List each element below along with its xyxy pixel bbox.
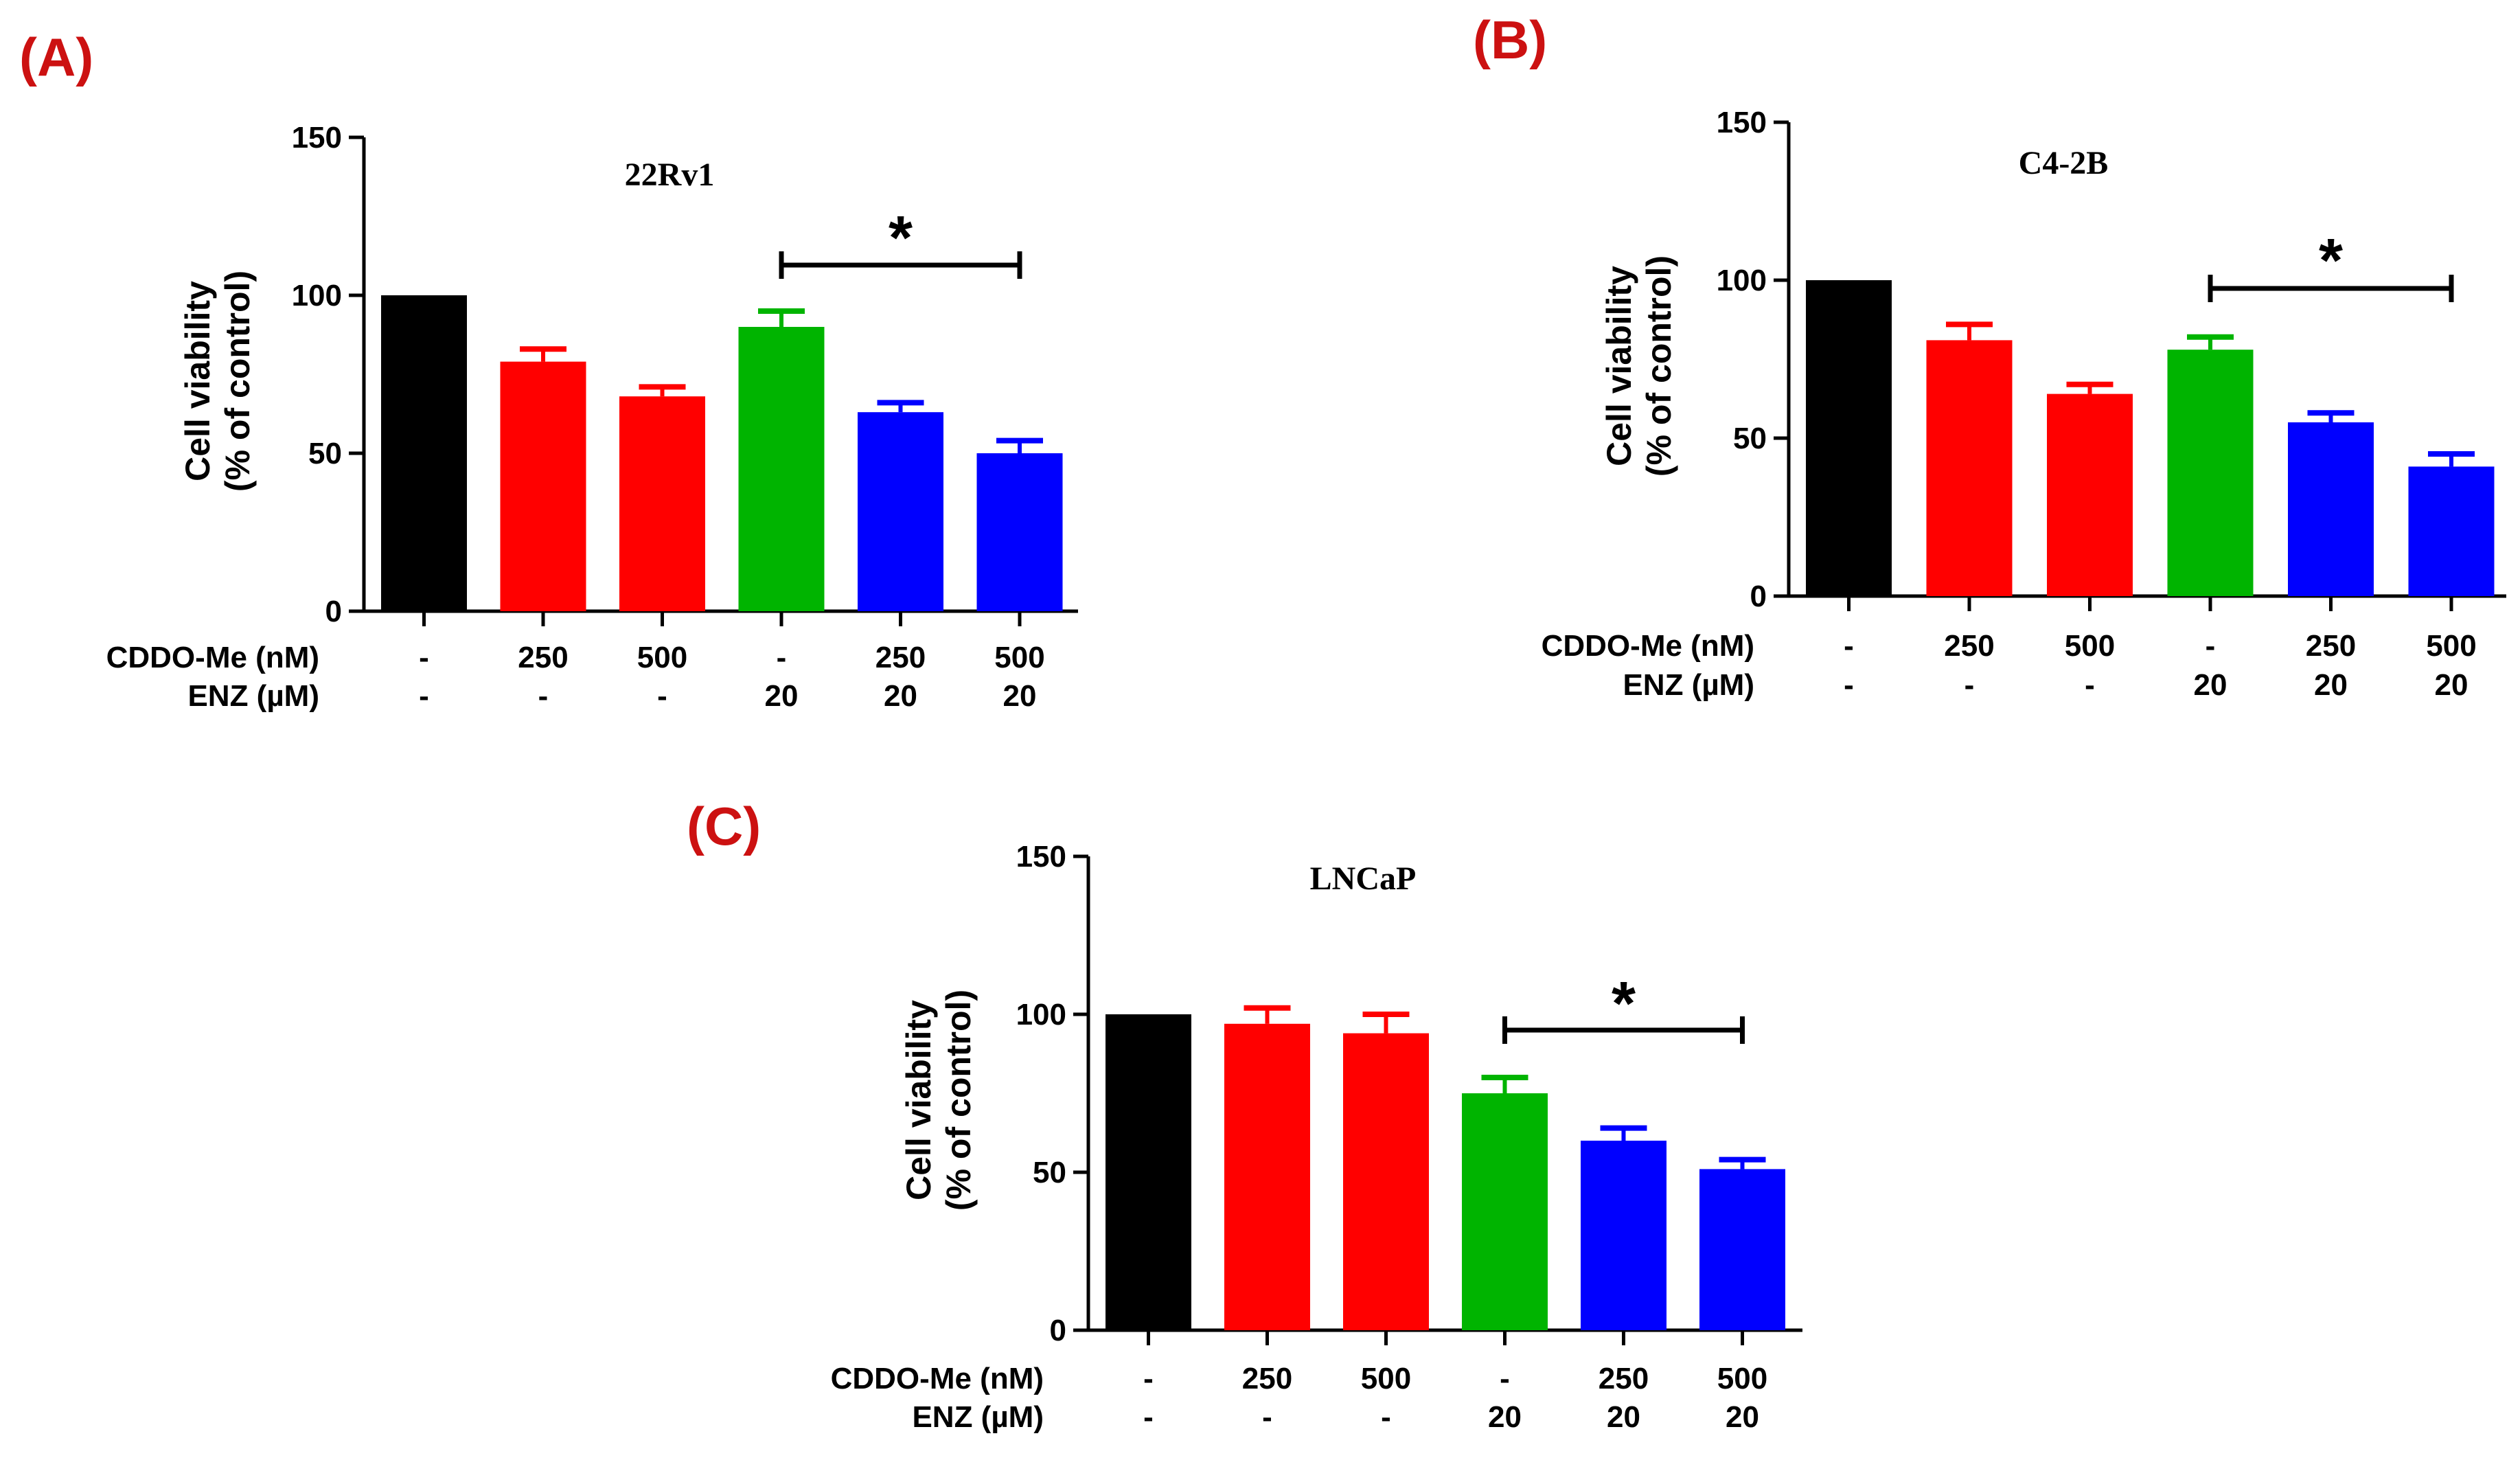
y-axis-label-line1: Cell viability: [179, 281, 217, 481]
bar: [976, 453, 1063, 611]
cddo-value: 500: [2426, 629, 2476, 663]
y-tick-label: 150: [292, 121, 342, 155]
enz-value: 20: [2314, 668, 2348, 702]
y-tick-label: 100: [292, 279, 342, 312]
y-axis-label: Cell viability (% of control): [179, 271, 257, 492]
enz-value: 20: [1726, 1400, 1759, 1434]
y-axis-label-line2: (% of control): [1640, 255, 1678, 477]
y-axis-label-line1: Cell viability: [1600, 266, 1638, 466]
bar: [2408, 466, 2495, 596]
cddo-value: 250: [1944, 629, 1994, 663]
chart-panel-a: (A) 22Rv1 0 50 100 150 Cell viability (% of con…: [19, 27, 1078, 713]
enz-value: 20: [1003, 679, 1037, 713]
bar: [1926, 340, 2013, 596]
y-axis-label-line2: (% of control): [939, 990, 978, 1211]
chart-panel-b: (B) C4-2B 0 50 100 150 Cell viability (% of con…: [1473, 10, 2506, 702]
enz-value: 20: [765, 679, 799, 713]
enz-value: -: [1965, 668, 1975, 702]
enz-value: -: [1262, 1400, 1272, 1434]
bar: [2047, 393, 2133, 596]
cddo-value: 500: [994, 641, 1044, 674]
bar: [1462, 1093, 1548, 1330]
bar: [619, 396, 705, 611]
y-tick-label: 150: [1016, 840, 1066, 874]
enz-value: 20: [884, 679, 917, 713]
y-tick-label: 50: [1033, 1156, 1066, 1189]
panel-letter: (C): [687, 796, 761, 856]
panel-letter: (A): [19, 27, 93, 87]
bar: [1106, 1014, 1191, 1330]
enz-value: -: [1844, 668, 1854, 702]
y-tick-label: 0: [1750, 580, 1767, 613]
cddo-value: -: [777, 641, 787, 674]
cddo-value: 250: [2306, 629, 2356, 663]
enz-value: -: [657, 679, 667, 713]
bar: [2288, 422, 2374, 596]
bar: [1699, 1169, 1785, 1330]
y-tick-label: 0: [325, 595, 342, 628]
y-axis-label-line2: (% of control): [218, 271, 257, 492]
y-axis-label-line1: Cell viability: [900, 1000, 938, 1200]
enz-row-label: ENZ (µM): [912, 1400, 1044, 1434]
cddo-row-label: CDDO-Me (nM): [1542, 629, 1754, 663]
cddo-value: 250: [1242, 1362, 1292, 1395]
y-tick-label: 100: [1016, 998, 1066, 1031]
enz-value: -: [419, 679, 429, 713]
y-tick-label: 50: [1733, 422, 1767, 455]
cddo-value: 500: [2065, 629, 2115, 663]
enz-value: 20: [2435, 668, 2469, 702]
bar: [738, 327, 825, 611]
cddo-value: -: [2206, 629, 2216, 663]
cddo-value: 500: [1717, 1362, 1767, 1395]
significance-star: *: [889, 204, 913, 273]
bar: [1224, 1023, 1310, 1330]
chart-title: LNCaP: [1310, 860, 1417, 897]
enz-value: -: [1381, 1400, 1391, 1434]
enz-value: -: [538, 679, 549, 713]
enz-value: -: [1143, 1400, 1154, 1434]
cddo-value: 250: [1599, 1362, 1649, 1395]
chart-title: C4-2B: [2019, 145, 2109, 181]
enz-row-label: ENZ (µM): [1623, 668, 1754, 702]
enz-value: -: [2085, 668, 2095, 702]
significance-star: *: [1612, 970, 1636, 1038]
cddo-value: -: [419, 641, 429, 674]
bar: [858, 412, 943, 611]
y-tick-label: 0: [1050, 1314, 1066, 1347]
cddo-value: -: [1500, 1362, 1510, 1395]
chart-panel-c: (C) LNCaP 0 50 100 150 Cell viability (% of con…: [687, 796, 1802, 1434]
y-axis-label: Cell viability (% of control): [900, 990, 978, 1211]
cddo-value: 500: [637, 641, 687, 674]
cddo-value: 250: [518, 641, 568, 674]
cddo-value: -: [1844, 629, 1854, 663]
cddo-value: 500: [1361, 1362, 1411, 1395]
bar: [1343, 1033, 1429, 1330]
y-tick-label: 150: [1717, 106, 1767, 139]
y-tick-label: 50: [308, 437, 342, 470]
enz-row-label: ENZ (µM): [187, 679, 319, 713]
enz-value: 20: [2194, 668, 2227, 702]
panel-letter: (B): [1473, 10, 1547, 70]
enz-value: 20: [1488, 1400, 1522, 1434]
cddo-row-label: CDDO-Me (nM): [106, 641, 319, 674]
cddo-value: -: [1143, 1362, 1154, 1395]
y-tick-label: 100: [1717, 264, 1767, 297]
cddo-row-label: CDDO-Me (nM): [831, 1362, 1044, 1395]
bar: [381, 295, 467, 611]
significance-star: *: [2319, 227, 2343, 295]
y-axis-label: Cell viability (% of control): [1600, 255, 1678, 477]
bar: [500, 361, 586, 611]
bar: [2167, 350, 2254, 596]
bar: [1581, 1141, 1666, 1330]
bar: [1806, 280, 1892, 596]
chart-title: 22Rv1: [625, 157, 715, 193]
enz-value: 20: [1607, 1400, 1640, 1434]
cddo-value: 250: [875, 641, 926, 674]
